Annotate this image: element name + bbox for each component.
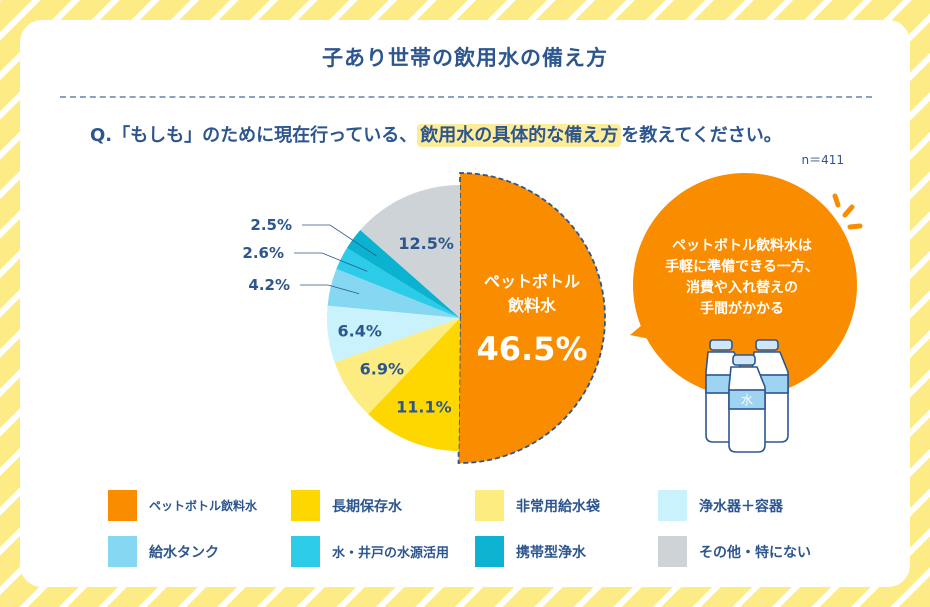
question-suffix: を教えてください。 — [621, 125, 782, 146]
legend-label: 長期保存水 — [332, 498, 402, 515]
legend-item: 浄水器＋容器 — [658, 490, 783, 521]
question-highlight: 飲用水の具体的な備え方 — [417, 124, 622, 147]
legend-item: 携帯型浄水 — [475, 536, 586, 567]
legend-swatch — [108, 536, 137, 567]
legend-item: その他・特にない — [658, 536, 811, 567]
title-divider — [60, 96, 872, 98]
leader-line — [300, 284, 360, 295]
legend-item: 長期保存水 — [291, 490, 402, 521]
pie-slice — [457, 172, 606, 464]
legend-label: 携帯型浄水 — [516, 544, 586, 561]
callout-bubble — [630, 173, 863, 397]
legend-swatch — [475, 536, 504, 567]
slice-value-label: 46.5% — [476, 330, 587, 368]
slice-title: 飲料水 — [507, 296, 557, 315]
legend-label: ペットボトル飲料水 — [149, 499, 258, 513]
bottle-label: 水 — [741, 393, 753, 407]
slice-value-label: 12.5% — [398, 234, 454, 253]
chart-title: 子あり世帯の飲用水の備え方 — [322, 46, 608, 70]
legend-swatch — [475, 490, 504, 521]
slice-value-label: 2.6% — [242, 244, 284, 262]
legend-item: 非常用給水袋 — [475, 490, 600, 521]
legend-label: 浄水器＋容器 — [699, 498, 783, 515]
water-bottles-icon: 水 — [705, 339, 789, 453]
question-prefix: Q.「もしも」のために現在行っている、 — [90, 125, 418, 146]
callout-line: 手間がかかる — [700, 301, 784, 317]
slice-value-label: 4.2% — [248, 276, 290, 294]
legend-item: 給水タンク — [108, 536, 219, 567]
pie-slice — [327, 305, 460, 363]
slice-value-label: 2.5% — [250, 216, 292, 234]
slice-value-label: 6.4% — [338, 321, 382, 340]
emphasis-marks-icon — [832, 193, 863, 230]
legend-swatch — [291, 536, 320, 567]
callout-line: 手軽に準備できる一方、 — [665, 259, 819, 275]
pie-slice — [327, 268, 460, 318]
legend-item: ペットボトル飲料水 — [108, 490, 257, 521]
callout-text: ペットボトル飲料水は 手軽に準備できる一方、 消費や入れ替えの 手間がかかる — [642, 236, 842, 320]
legend-label: その他・特にない — [699, 544, 811, 561]
pie-slice — [360, 185, 460, 318]
pie-slice — [368, 318, 460, 451]
slice-value-label: 6.9% — [360, 360, 404, 379]
leader-line — [302, 224, 377, 257]
sample-size: n＝411 — [801, 153, 844, 167]
legend-item: 水・井戸の水源活用 — [291, 536, 449, 567]
legend-swatch — [291, 490, 320, 521]
survey-question: Q.「もしも」のために現在行っている、 飲用水の具体的な備え方 を教えてください。 — [90, 121, 782, 147]
legend-label: 非常用給水袋 — [516, 498, 600, 515]
legend-label: 給水タンク — [149, 544, 219, 561]
pie-slice — [334, 318, 460, 415]
slice-title: ペットボトル — [484, 272, 580, 291]
callout-line: 消費や入れ替えの — [686, 280, 798, 296]
legend-swatch — [108, 490, 137, 521]
legend-swatch — [658, 490, 687, 521]
pie-slice — [336, 248, 460, 318]
legend-label: 水・井戸の水源活用 — [332, 546, 450, 561]
pie-slice — [346, 229, 460, 318]
slice-value-label: 11.1% — [396, 398, 452, 417]
leader-line — [294, 252, 368, 272]
callout-line: ペットボトル飲料水は — [672, 238, 812, 254]
legend-swatch — [658, 536, 687, 567]
